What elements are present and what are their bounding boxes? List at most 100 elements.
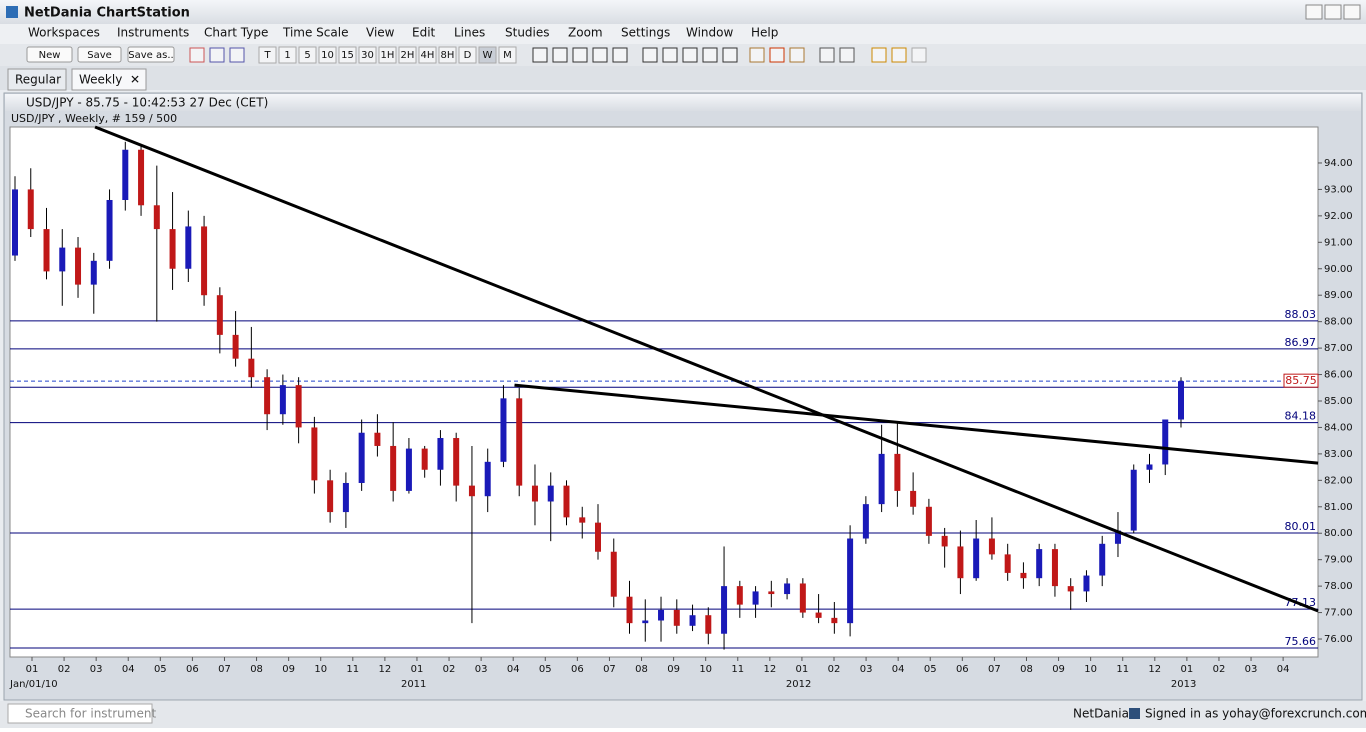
tool-icon[interactable] (642, 47, 658, 63)
maximize-button[interactable] (1324, 4, 1342, 20)
year-label: 2013 (1171, 679, 1196, 690)
menu-item[interactable]: Lines (454, 26, 485, 40)
candle-body (232, 334, 239, 359)
period-label: 15 (341, 50, 354, 61)
candle-body (216, 295, 223, 335)
tool-icon[interactable] (612, 47, 628, 63)
period-button[interactable] (478, 46, 497, 64)
toolbar-button[interactable] (26, 46, 73, 63)
minimize-button[interactable] (1305, 4, 1323, 20)
period-button[interactable] (278, 46, 297, 64)
candle-body (784, 583, 791, 595)
menu-item[interactable]: Studies (505, 26, 550, 40)
tab[interactable] (71, 68, 147, 91)
period-button[interactable] (298, 46, 317, 64)
menu-item[interactable]: View (366, 26, 395, 40)
period-button[interactable] (418, 46, 437, 64)
candle-body (405, 448, 412, 491)
period-button[interactable] (318, 46, 337, 64)
period-button[interactable] (498, 46, 517, 64)
window-controls (1305, 4, 1361, 20)
tool-icon[interactable] (702, 47, 718, 63)
x-tick-label: 02 (1213, 664, 1226, 675)
year-label: 2011 (401, 679, 426, 690)
period-label: 2H (401, 50, 415, 61)
tool-icon[interactable] (189, 47, 205, 63)
period-label: 1 (284, 50, 290, 61)
candle-body (910, 490, 917, 507)
tool-icon[interactable] (819, 47, 835, 63)
menu-item[interactable]: Window (686, 26, 734, 40)
x-tick-label: 04 (507, 664, 520, 675)
period-button[interactable] (378, 46, 397, 64)
menu-item[interactable]: Instruments (117, 26, 189, 40)
toolbar-button[interactable] (77, 46, 122, 63)
period-label: 8H (441, 50, 455, 61)
menu-item[interactable]: Help (751, 26, 778, 40)
search-input[interactable] (7, 703, 153, 724)
last-price-label: 85.75 (1285, 374, 1317, 387)
y-tick-label: 83.00 (1324, 449, 1353, 460)
menu-item[interactable]: Workspaces (28, 26, 100, 40)
candle-body (894, 453, 901, 491)
tool-icon[interactable] (769, 47, 785, 63)
tool-icon[interactable] (532, 47, 548, 63)
menu-item[interactable]: Time Scale (282, 26, 348, 40)
tool-icon[interactable] (592, 47, 608, 63)
candle-body (421, 448, 428, 470)
period-button[interactable] (458, 46, 477, 64)
x-tick-label: 06 (571, 664, 584, 675)
period-button[interactable] (398, 46, 417, 64)
candle-body (1130, 469, 1137, 531)
period-button[interactable] (358, 46, 377, 64)
tool-icon[interactable] (839, 47, 855, 63)
candle-body (1114, 530, 1121, 544)
tool-icon[interactable] (871, 47, 887, 63)
candle-body (595, 522, 601, 552)
tool-icon[interactable] (722, 47, 738, 63)
tool-icon[interactable] (572, 47, 588, 63)
tab-label: Weekly (79, 73, 122, 87)
tab-close[interactable]: ✕ (130, 73, 140, 87)
brand: NetDania (1073, 707, 1129, 721)
candle-body (138, 149, 145, 206)
period-label: M (503, 50, 512, 61)
candle-body (721, 586, 728, 634)
candle-body (799, 583, 806, 613)
level-label: 84.18 (1285, 410, 1317, 423)
menu-item[interactable]: Settings (621, 26, 670, 40)
candle-body (1020, 572, 1027, 579)
y-tick-label: 89.00 (1324, 290, 1353, 301)
candle-body (768, 591, 775, 595)
tab[interactable] (7, 68, 67, 91)
period-button[interactable] (338, 46, 357, 64)
candle-body (516, 398, 523, 486)
close-button[interactable] (1343, 4, 1361, 20)
candle-body (752, 591, 759, 605)
tool-icon[interactable] (682, 47, 698, 63)
menu-item[interactable]: Zoom (568, 26, 603, 40)
candle-body (122, 149, 129, 200)
tool-icon[interactable] (229, 47, 245, 63)
y-tick-label: 80.00 (1324, 528, 1353, 539)
tool-icon[interactable] (789, 47, 805, 63)
y-tick-label: 87.00 (1324, 343, 1353, 354)
x-tick-label: 01 (1181, 664, 1194, 675)
tool-icon[interactable] (911, 47, 927, 63)
candle-body (847, 538, 854, 624)
tool-icon[interactable] (749, 47, 765, 63)
toolbar-button[interactable] (127, 46, 175, 63)
period-button[interactable] (258, 46, 277, 64)
menu-item[interactable]: Chart Type (204, 26, 268, 40)
tool-icon[interactable] (662, 47, 678, 63)
x-tick-label: 01 (796, 664, 809, 675)
period-button[interactable] (438, 46, 457, 64)
tool-icon[interactable] (209, 47, 225, 63)
app-title: NetDania ChartStation (24, 6, 190, 21)
tool-icon[interactable] (552, 47, 568, 63)
trendline (514, 383, 1319, 465)
candle-body (563, 485, 570, 518)
menu-item[interactable]: Edit (412, 26, 436, 40)
tool-icon[interactable] (891, 47, 907, 63)
x-tick-label: 03 (1245, 664, 1258, 675)
